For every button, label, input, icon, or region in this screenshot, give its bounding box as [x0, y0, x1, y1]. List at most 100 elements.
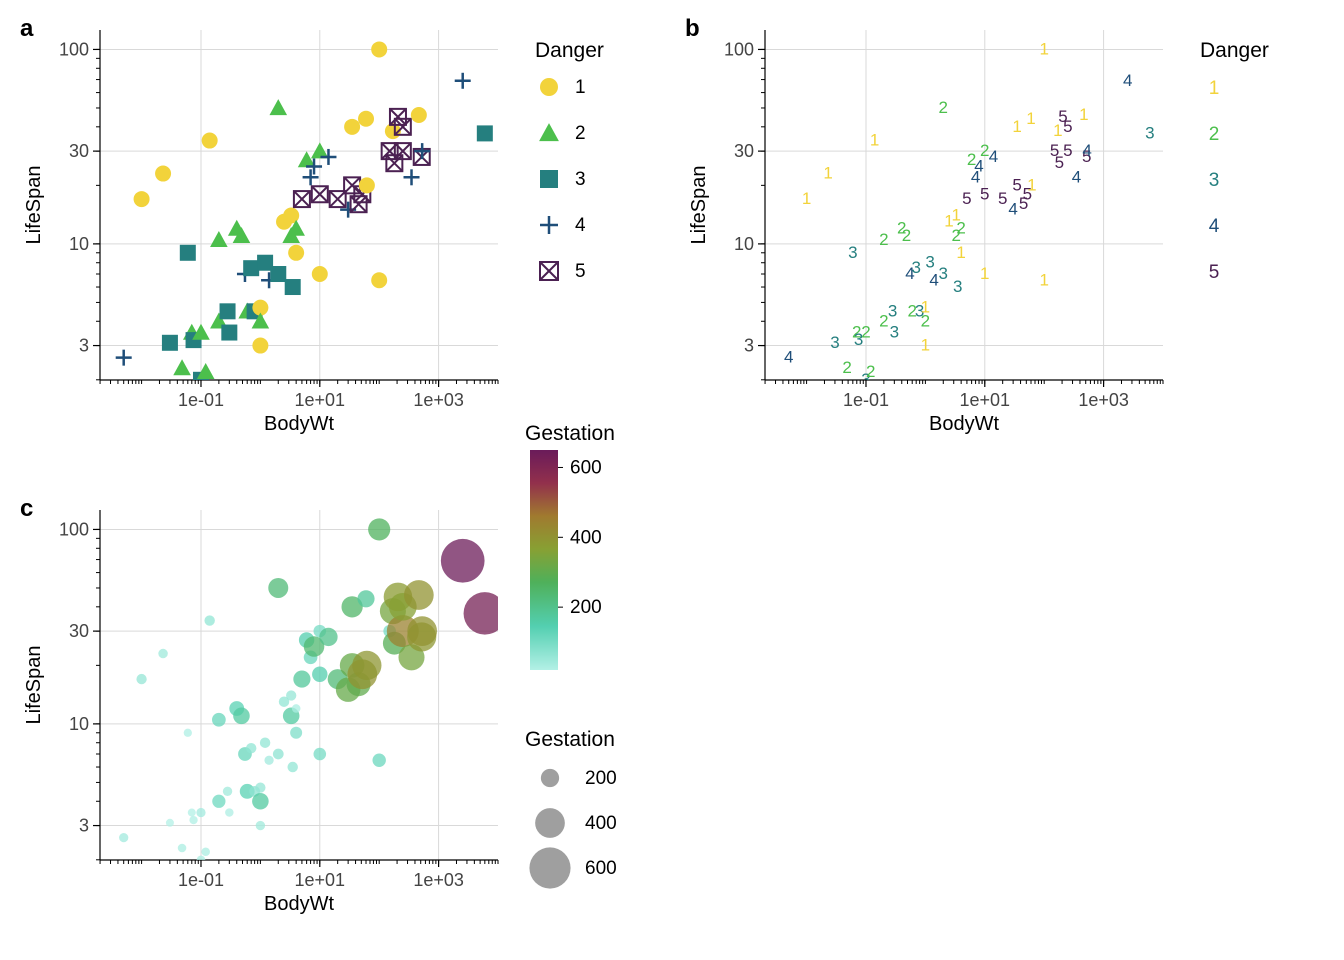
svg-text:10: 10 — [734, 234, 754, 254]
svg-text:1e-01: 1e-01 — [178, 390, 224, 410]
svg-text:2: 2 — [842, 358, 851, 377]
svg-text:2: 2 — [866, 362, 875, 381]
svg-text:4: 4 — [929, 270, 938, 289]
svg-text:3: 3 — [925, 253, 934, 272]
svg-text:5: 5 — [998, 189, 1007, 208]
panel-a: a310301001e-011e+011e+03BodyWtLifeSpanDa… — [20, 15, 604, 435]
svg-text:1: 1 — [870, 131, 879, 150]
svg-text:1e+01: 1e+01 — [960, 390, 1011, 410]
svg-text:BodyWt: BodyWt — [264, 893, 334, 915]
svg-text:5: 5 — [575, 261, 586, 282]
svg-text:4: 4 — [575, 215, 586, 236]
svg-text:30: 30 — [69, 621, 89, 641]
svg-text:1: 1 — [823, 164, 832, 183]
svg-text:4: 4 — [1008, 200, 1017, 219]
svg-text:4: 4 — [1123, 71, 1132, 90]
svg-text:100: 100 — [59, 39, 89, 59]
figure-svg: a 3 10 30 100 1e-01 1e+01 1e+03 BodyWt LifeSpan Da… — [0, 0, 1344, 960]
svg-text:1: 1 — [1026, 109, 1035, 128]
svg-text:1: 1 — [1039, 270, 1048, 289]
svg-text:30: 30 — [69, 141, 89, 161]
panel-c-colorbar: Gestation 200 400 600 — [525, 422, 615, 670]
svg-text:1: 1 — [956, 243, 965, 262]
svg-text:1e+01: 1e+01 — [295, 870, 346, 890]
svg-text:400: 400 — [585, 813, 617, 834]
svg-text:1: 1 — [802, 189, 811, 208]
svg-text:1e-01: 1e-01 — [843, 390, 889, 410]
svg-text:10: 10 — [69, 234, 89, 254]
svg-text:b: b — [685, 15, 700, 42]
svg-text:2: 2 — [939, 98, 948, 117]
panel-c-points — [119, 518, 506, 864]
svg-text:5: 5 — [962, 189, 971, 208]
svg-text:3: 3 — [888, 301, 897, 320]
svg-text:1e+01: 1e+01 — [295, 390, 346, 410]
svg-text:1: 1 — [921, 336, 930, 355]
svg-text:3: 3 — [848, 243, 857, 262]
svg-text:1: 1 — [1079, 105, 1088, 124]
svg-text:100: 100 — [724, 39, 754, 59]
svg-text:BodyWt: BodyWt — [929, 413, 999, 435]
panel-a-legend: Danger12345 — [535, 39, 604, 282]
svg-text:1: 1 — [1039, 39, 1048, 58]
svg-text:30: 30 — [734, 141, 754, 161]
svg-text:1: 1 — [980, 264, 989, 283]
svg-text:600: 600 — [585, 858, 617, 879]
svg-text:a: a — [20, 15, 34, 42]
svg-text:1e+03: 1e+03 — [413, 390, 464, 410]
svg-text:1e+03: 1e+03 — [413, 870, 464, 890]
svg-text:2: 2 — [956, 218, 965, 237]
svg-text:4: 4 — [1209, 216, 1220, 237]
svg-text:3: 3 — [1145, 123, 1154, 142]
svg-text:LifeSpan: LifeSpan — [688, 166, 710, 245]
svg-text:2: 2 — [575, 123, 586, 144]
panel-b-points: 4113232332212233224233112342312132152442… — [784, 39, 1155, 388]
svg-text:10: 10 — [69, 714, 89, 734]
svg-text:2: 2 — [921, 311, 930, 330]
svg-text:1e-01: 1e-01 — [178, 870, 224, 890]
svg-text:4: 4 — [989, 147, 998, 166]
svg-text:3: 3 — [830, 333, 839, 352]
svg-text:200: 200 — [585, 768, 617, 789]
svg-text:5: 5 — [1209, 262, 1220, 283]
svg-text:LifeSpan: LifeSpan — [23, 646, 45, 725]
svg-text:2: 2 — [879, 230, 888, 249]
svg-text:1: 1 — [1012, 117, 1021, 136]
svg-text:3: 3 — [890, 323, 899, 342]
svg-text:1: 1 — [1027, 175, 1036, 194]
svg-text:4: 4 — [784, 348, 793, 367]
panel-b: b310301001e-011e+011e+03BodyWtLifeSpan41… — [685, 15, 1269, 435]
svg-text:Danger: Danger — [1200, 39, 1269, 62]
svg-text:1: 1 — [1209, 78, 1220, 99]
svg-text:400: 400 — [570, 527, 602, 548]
svg-text:3: 3 — [953, 277, 962, 296]
svg-text:3: 3 — [79, 336, 89, 356]
svg-text:4: 4 — [1082, 141, 1091, 160]
svg-text:2: 2 — [902, 226, 911, 245]
svg-text:200: 200 — [570, 597, 602, 618]
svg-text:3: 3 — [79, 816, 89, 836]
svg-text:Gestation: Gestation — [525, 422, 615, 445]
panel-a-points — [116, 41, 493, 387]
panel-b-legend: Danger 1 2 3 4 5 — [1200, 39, 1269, 283]
panel-c: c 3 10 30 100 1e-01 1e+01 1e+03 BodyWt LifeSpan Ge… — [20, 422, 617, 915]
svg-text:2: 2 — [1209, 124, 1220, 145]
svg-text:600: 600 — [570, 457, 602, 478]
svg-text:3: 3 — [575, 169, 586, 190]
svg-text:3: 3 — [744, 336, 754, 356]
svg-text:5: 5 — [1063, 117, 1072, 136]
svg-text:3: 3 — [911, 258, 920, 277]
svg-text:5: 5 — [980, 184, 989, 203]
figure-stage: a 3 10 30 100 1e-01 1e+01 1e+03 BodyWt LifeSpan Da… — [0, 0, 1344, 960]
svg-text:5: 5 — [1012, 175, 1021, 194]
svg-text:BodyWt: BodyWt — [264, 413, 334, 435]
svg-text:100: 100 — [59, 519, 89, 539]
svg-text:Gestation: Gestation — [525, 728, 615, 751]
svg-text:c: c — [20, 495, 33, 522]
svg-text:4: 4 — [1072, 167, 1081, 186]
svg-text:3: 3 — [1209, 170, 1220, 191]
svg-text:1e+03: 1e+03 — [1078, 390, 1129, 410]
panel-c-size-legend: Gestation 200 400 600 — [525, 728, 617, 889]
svg-text:LifeSpan: LifeSpan — [23, 166, 45, 245]
svg-text:3: 3 — [939, 264, 948, 283]
